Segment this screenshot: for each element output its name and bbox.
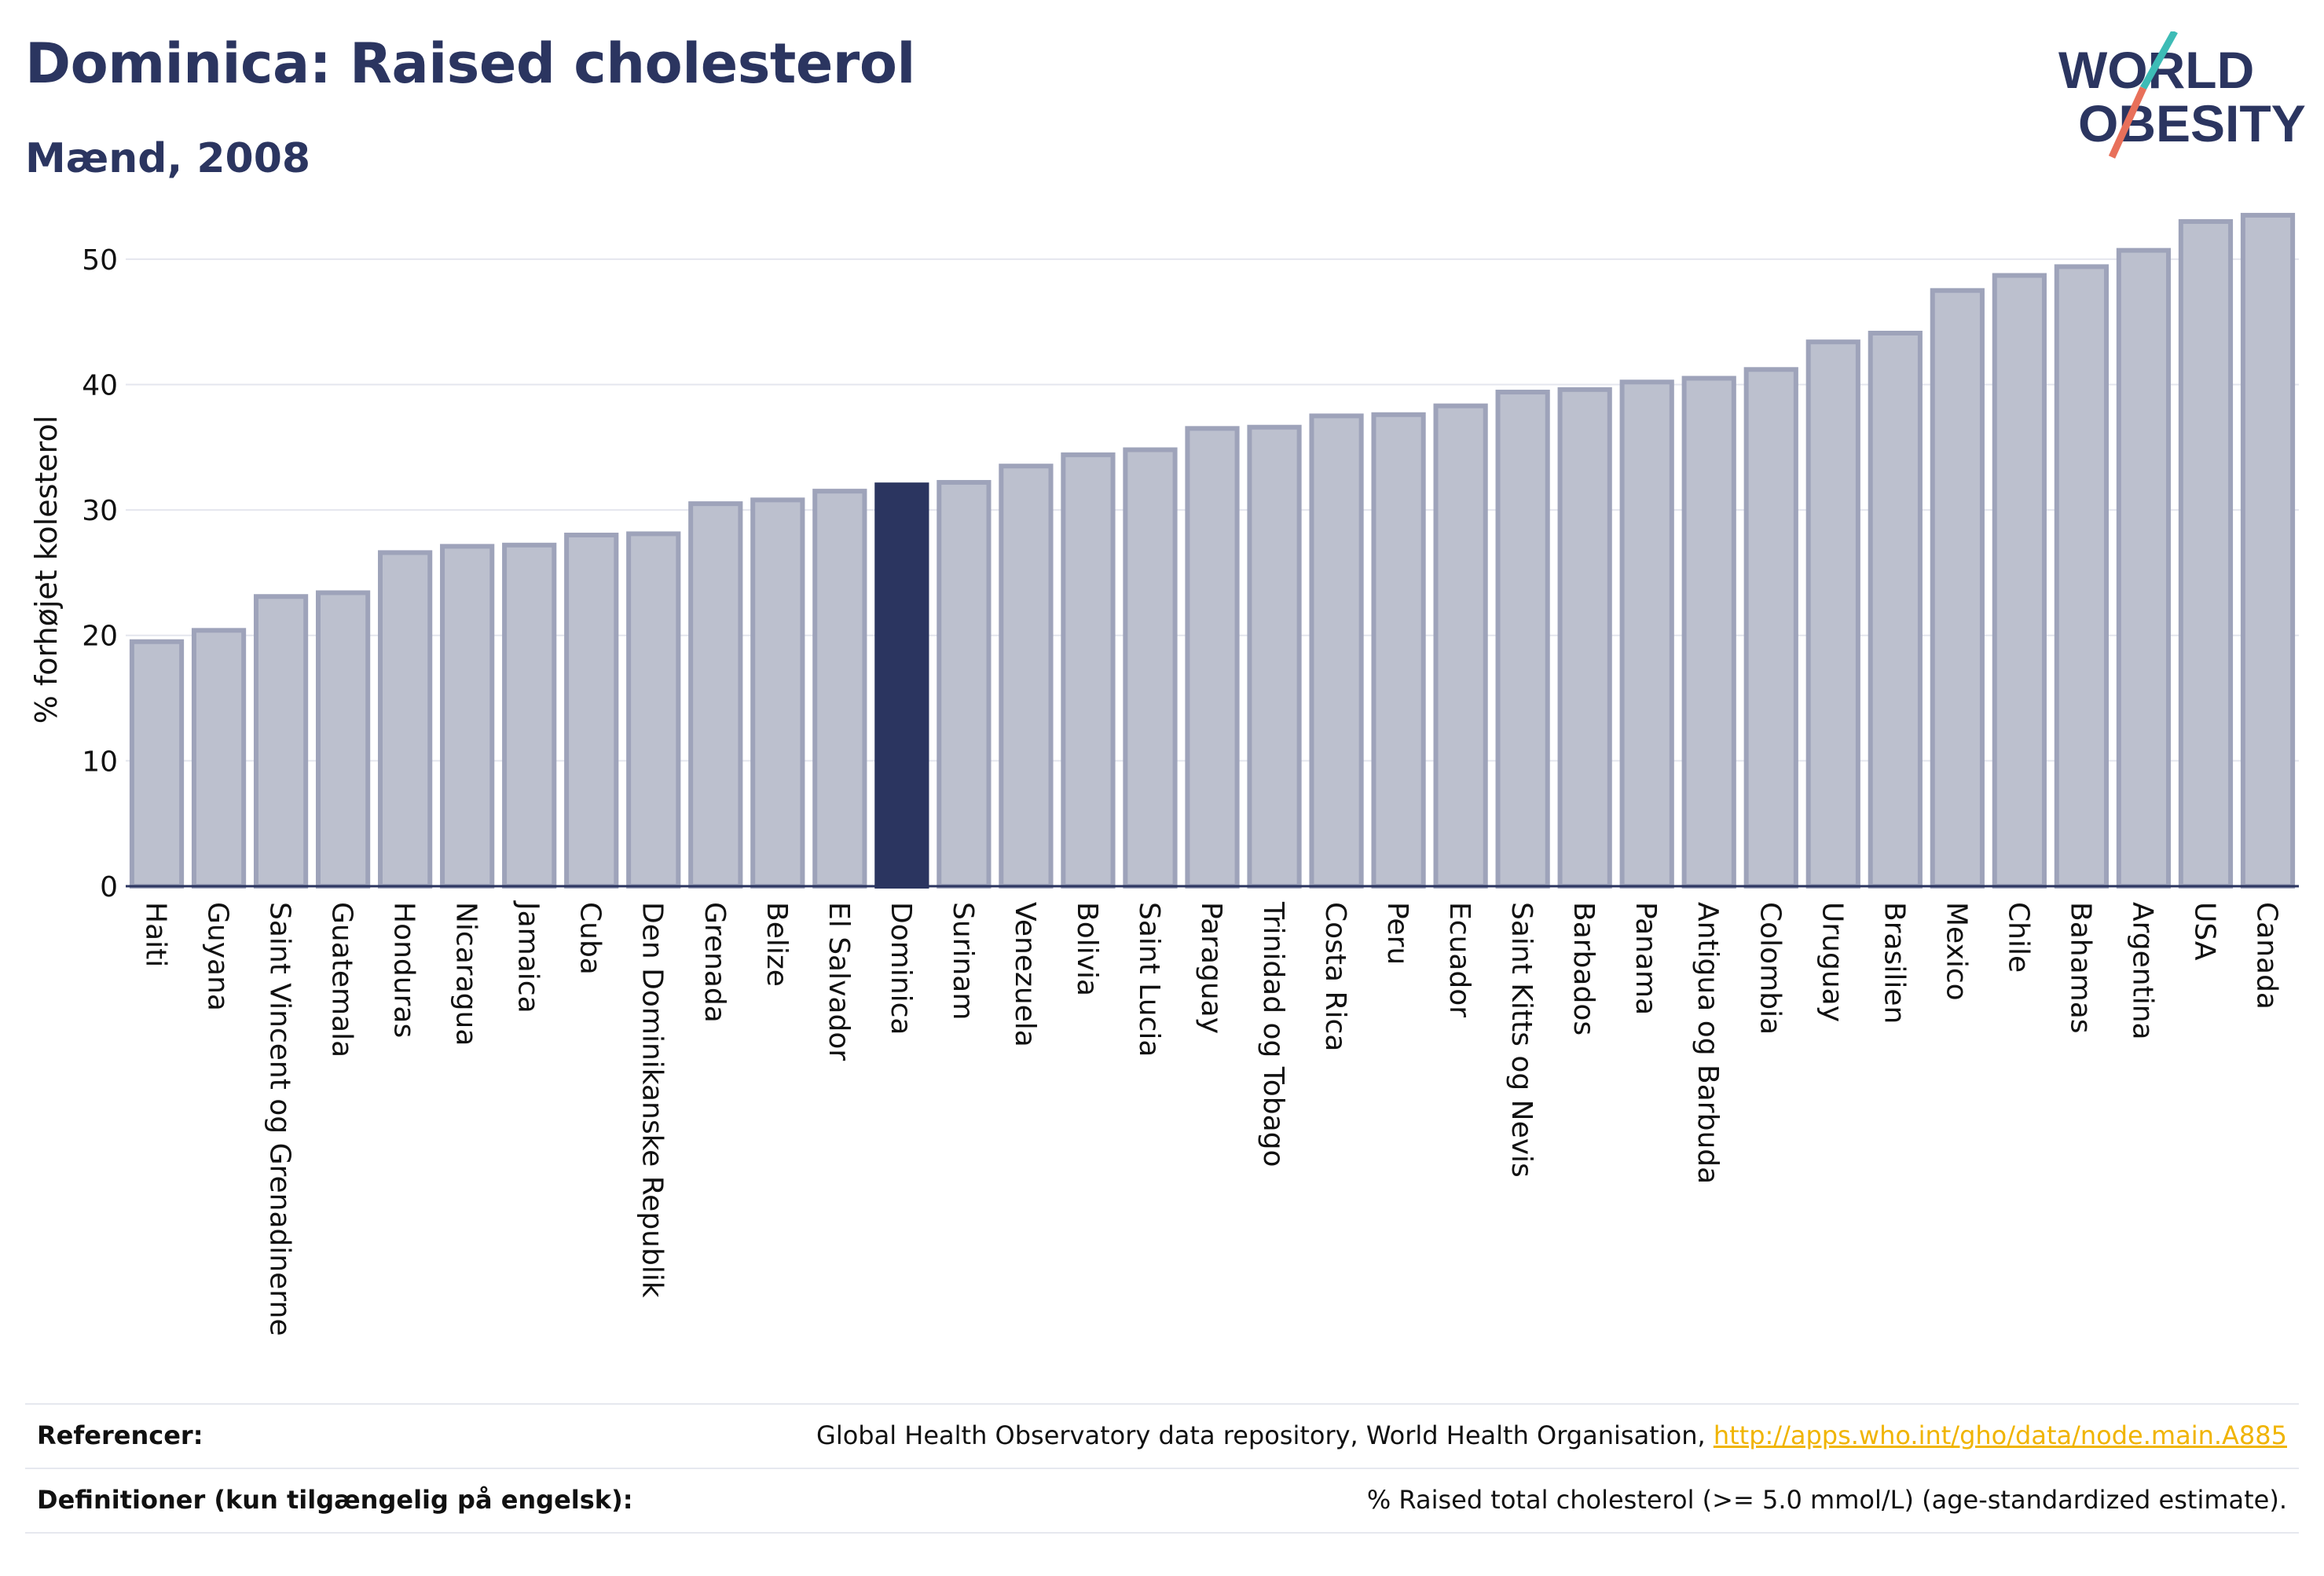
bar-brasilien [1868, 331, 1923, 889]
bar-chile [1992, 273, 2047, 889]
x-tick-label: Jamaica [512, 900, 544, 1013]
x-tick-label: Peru [1381, 902, 1413, 965]
x-tick-label: Canada [2250, 902, 2282, 1010]
x-tick-label: Bahamas [2064, 902, 2096, 1034]
bar-venezuela [999, 464, 1054, 889]
logo-slash-teal [2140, 31, 2178, 90]
bar-nicaragua [440, 544, 495, 889]
x-tick-label: Grenada [698, 902, 731, 1023]
x-tick-label: Haiti [140, 902, 172, 967]
x-tick-label: Costa Rica [1319, 902, 1351, 1051]
bar-trinidad-og-tobago [1247, 424, 1302, 889]
x-tick-label: Mexico [1940, 902, 1972, 1001]
chart-title: Dominica: Raised cholesterol [25, 31, 915, 96]
bar-panama [1619, 379, 1674, 889]
definitions-row: Definitioner (kun tilgængelig på engelsk… [25, 1468, 2299, 1532]
x-axis-labels: Haiti Guyana Saint Vincent og Grenadinerne… [140, 900, 2283, 1336]
x-tick-label: Barbados [1567, 902, 1600, 1035]
bar-haiti [129, 639, 185, 889]
bar-guatemala [315, 590, 371, 889]
bar-barbados [1557, 387, 1612, 889]
x-tick-label: Colombia [1754, 902, 1786, 1035]
x-tick-label: Paraguay [1195, 902, 1227, 1034]
bar-colombia [1743, 367, 1798, 889]
x-tick-label: Cuba [574, 902, 607, 975]
x-tick-label: Den Dominikanske Republik [636, 902, 669, 1298]
bar-saint-lucia [1123, 447, 1178, 889]
y-tick-label: 10 [82, 746, 118, 778]
y-tick-label: 0 [100, 871, 118, 903]
references-text: Global Health Observatory data repositor… [816, 1420, 1714, 1450]
y-tick-label: 50 [82, 244, 118, 277]
bar-guyana [191, 628, 247, 889]
x-tick-label: Guatemala [326, 902, 358, 1057]
x-tick-label: Saint Lucia [1133, 902, 1165, 1057]
bar-uruguay [1805, 339, 1860, 889]
x-tick-label: Uruguay [1816, 902, 1848, 1022]
y-tick-label: 20 [82, 621, 118, 653]
logo-slash-red [2108, 86, 2147, 159]
bar-bolivia [1061, 452, 1116, 889]
y-axis-ticks: 0 10 20 30 40 50 [82, 244, 118, 903]
bar-cuba [564, 533, 619, 889]
bar-peru [1371, 412, 1426, 889]
bar-dominica [874, 482, 929, 889]
bars [129, 212, 2296, 889]
x-tick-label: Belize [761, 902, 793, 987]
bar-usa [2178, 218, 2234, 889]
bar-paraguay [1185, 426, 1240, 889]
x-tick-label: Guyana [202, 902, 234, 1011]
bar-argentina [2116, 247, 2172, 889]
bar-saint-vincent-og-grenadinerne [253, 594, 309, 889]
y-tick-label: 40 [82, 369, 118, 401]
x-tick-label: Ecuador [1443, 902, 1475, 1017]
bar-honduras [378, 550, 433, 889]
y-tick-label: 30 [82, 495, 118, 527]
x-tick-label: Argentina [2126, 902, 2158, 1040]
references-link[interactable]: http://apps.who.int/gho/data/node.main.A… [1713, 1420, 2287, 1450]
x-tick-label: Saint Vincent og Grenadinerne [264, 902, 296, 1336]
bar-el-salvador [812, 489, 867, 889]
x-tick-label: Chile [2002, 902, 2034, 973]
x-tick-label: Honduras [388, 902, 420, 1038]
bar-canada [2240, 212, 2296, 889]
bar-saint-kitts-og-nevis [1495, 390, 1550, 889]
bar-mexico [1930, 288, 1985, 889]
x-tick-label: Dominica [885, 902, 917, 1035]
bar-bahamas [2054, 264, 2110, 889]
bar-belize [750, 497, 805, 889]
bar-chart: 0 10 20 30 40 50 Haiti Guyana Saint Vincent og … [29, 212, 2299, 1336]
definitions-label: Definitioner (kun tilgængelig på engelsk… [37, 1485, 633, 1515]
definitions-value: % Raised total cholesterol (>= 5.0 mmol/… [1366, 1485, 2287, 1515]
bar-grenada [688, 501, 743, 889]
x-tick-label: Saint Kitts og Nevis [1505, 902, 1538, 1178]
x-tick-label: Antigua og Barbuda [1692, 902, 1724, 1184]
chart-subtitle: Mænd, 2008 [25, 135, 311, 182]
bar-costa-rica [1309, 413, 1364, 889]
x-tick-label: Surinam [947, 902, 979, 1020]
bar-ecuador [1433, 403, 1488, 889]
bar-jamaica [502, 542, 557, 889]
x-tick-label: Trinidad og Tobago [1257, 901, 1289, 1167]
x-tick-label: Nicaragua [450, 902, 482, 1046]
world-obesity-logo: WORLD OBESITY [2058, 31, 2306, 159]
references-label: Referencer: [37, 1420, 203, 1450]
y-axis-title: % forhøjet kolesterol [29, 416, 64, 724]
bar-den-dominikanske-republik [626, 531, 681, 889]
x-tick-label: El Salvador [823, 902, 855, 1061]
bar-surinam [937, 479, 992, 889]
x-tick-label: Panama [1629, 902, 1662, 1015]
x-tick-label: Brasilien [1878, 902, 1910, 1024]
x-tick-label: Bolivia [1071, 902, 1103, 996]
footer-bottom-rule [25, 1532, 2299, 1534]
x-tick-label: USA [2188, 902, 2220, 961]
bar-antigua-og-barbuda [1681, 376, 1736, 889]
references-row: Referencer: Global Health Observatory da… [25, 1403, 2299, 1468]
references-value: Global Health Observatory data repositor… [816, 1420, 2287, 1450]
x-tick-label: Venezuela [1009, 902, 1041, 1047]
